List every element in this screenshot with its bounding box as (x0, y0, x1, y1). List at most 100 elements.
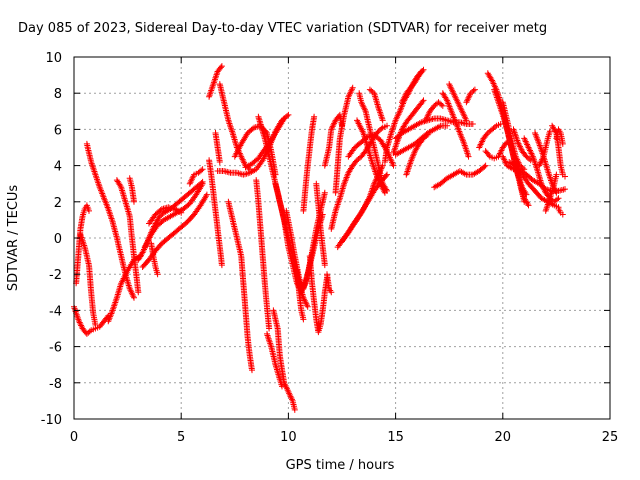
y-tick-label: 10 (45, 51, 62, 66)
y-tick-label: -8 (49, 377, 62, 392)
data-track (225, 198, 255, 374)
data-point-marks (139, 191, 210, 270)
data-point-marks (206, 63, 225, 100)
x-tick-label: 0 (70, 430, 78, 445)
data-track (270, 307, 298, 413)
data-track (206, 157, 225, 269)
data-track (141, 180, 206, 251)
data-track (324, 271, 335, 296)
y-tick-label: -6 (49, 341, 62, 356)
data-point-marks (542, 171, 560, 214)
x-tick-label: 5 (177, 430, 185, 445)
data-point-marks (510, 126, 534, 164)
data-point-marks (212, 130, 223, 165)
data-track (328, 122, 390, 232)
data-point-marks (399, 66, 427, 106)
data-point-marks (328, 122, 390, 232)
x-tick-label: 20 (495, 430, 512, 445)
data-point-marks (126, 175, 137, 205)
data-track (536, 128, 553, 169)
data-track (553, 126, 566, 147)
y-tick-label: 8 (54, 87, 62, 102)
data-track (313, 180, 328, 269)
data-point-marks (553, 126, 566, 147)
data-point-marks (366, 86, 386, 124)
data-point-marks (141, 180, 206, 251)
y-tick-label: -10 (41, 413, 62, 428)
data-point-marks (476, 121, 504, 151)
data-track (306, 253, 330, 336)
data-track (446, 81, 470, 124)
data-track (422, 99, 446, 124)
data-track (146, 204, 185, 227)
data-track (403, 131, 431, 178)
data-track (253, 177, 273, 332)
data-track (356, 90, 390, 194)
data-point-marks (253, 177, 273, 332)
data-track (126, 175, 137, 205)
data-track (399, 66, 427, 106)
y-tick-label: 0 (54, 232, 62, 247)
y-tick-label: 4 (54, 160, 62, 175)
data-track (463, 86, 478, 106)
data-track (366, 86, 386, 124)
data-point-marks (332, 84, 356, 196)
data-point-marks (186, 166, 206, 187)
y-tick-label: 6 (54, 123, 62, 138)
data-point-marks (294, 267, 307, 323)
data-point-marks (499, 99, 528, 173)
data-track (113, 177, 142, 296)
data-point-marks (313, 180, 328, 269)
x-axis-label: GPS time / hours (286, 458, 395, 473)
data-point-marks (431, 162, 489, 191)
data-point-marks (356, 90, 390, 194)
data-track (206, 63, 225, 100)
data-point-marks (77, 231, 99, 328)
data-point-marks (463, 86, 478, 106)
data-point-marks (446, 81, 470, 124)
data-track (148, 240, 161, 278)
data-point-marks (206, 157, 225, 269)
y-tick-label: 2 (54, 196, 62, 211)
data-point-marks (506, 159, 562, 211)
chart-title: Day 085 of 2023, Sidereal Day-to-day VTE… (18, 21, 547, 36)
data-point-marks (83, 140, 137, 301)
x-tick-label: 15 (387, 430, 404, 445)
axis-ticks: 0 5 10 15 20 25 -10 -8 -6 -4 -2 0 2 4 6 8 10 (41, 51, 619, 445)
data-point-marks (403, 131, 431, 178)
data-point-marks (324, 271, 335, 296)
data-track (482, 139, 511, 162)
y-tick-label: -2 (49, 268, 62, 283)
data-point-marks (113, 177, 142, 296)
data-track (139, 191, 210, 270)
data-track (332, 84, 356, 196)
data-point-marks (270, 307, 298, 413)
data-track (439, 90, 472, 160)
data-point-marks (306, 253, 330, 336)
data-track (555, 206, 566, 218)
data-track (506, 159, 562, 211)
data-track (476, 121, 504, 151)
data-track (186, 166, 206, 187)
data-point-marks (225, 198, 255, 374)
data-track (542, 171, 560, 214)
data-point-marks (422, 99, 446, 124)
data-point-marks (439, 90, 472, 160)
data-track (510, 126, 534, 164)
data-track (499, 99, 528, 173)
data-marks (71, 63, 568, 413)
data-track (517, 180, 528, 205)
data-track (431, 162, 489, 191)
data-point-marks (555, 206, 566, 218)
data-track (264, 330, 285, 390)
data-point-marks (148, 240, 161, 278)
x-tick-label: 25 (602, 430, 619, 445)
data-track (300, 113, 318, 214)
data-point-marks (146, 204, 185, 227)
data-point-marks (482, 139, 511, 162)
data-point-marks (536, 128, 553, 169)
data-point-marks (300, 113, 318, 214)
data-track (77, 231, 99, 328)
y-axis-label: SDTVAR / TECUs (6, 185, 21, 292)
